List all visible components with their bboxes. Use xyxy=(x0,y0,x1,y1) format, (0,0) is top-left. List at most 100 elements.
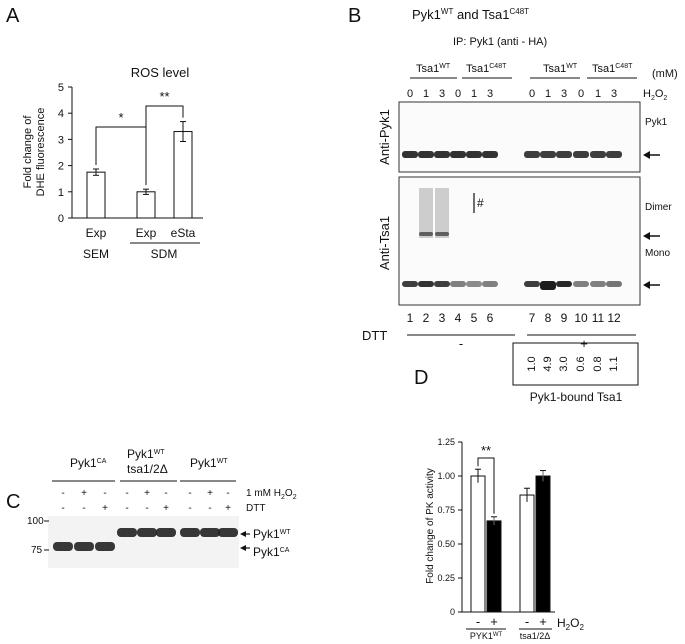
chart-d-bar xyxy=(470,475,486,613)
blot-c-row1-sign: - xyxy=(226,488,229,499)
chart-a-ylabel-line1: Fold change of xyxy=(22,115,34,189)
chart-d-category-2: tsa1/2Δ xyxy=(520,631,551,641)
blot-b-pyk1-membrane xyxy=(398,101,641,173)
panel-letter-b: B xyxy=(348,5,361,27)
blot-b-mono-band xyxy=(418,281,434,287)
blot-b-anti-tsa1-label: Anti-Tsa1 xyxy=(377,216,392,270)
blot-b-mono-band xyxy=(482,281,498,287)
chart-d-ylabel: Fold change of PK activity xyxy=(425,468,436,584)
blot-c-row2-sign: + xyxy=(225,503,231,514)
blot-c-row1-sign: - xyxy=(164,488,167,499)
blot-c-row2-sign: - xyxy=(188,503,191,514)
blot-b-mono-band xyxy=(466,281,482,287)
blot-c-band xyxy=(137,528,157,537)
blot-b-quant-caption: Pyk1-bound Tsa1 xyxy=(530,390,623,404)
chart-a-group-sem: SEM xyxy=(83,247,109,261)
blot-b-lane-number: 4 xyxy=(455,311,462,325)
blot-b-quant-value: 0.8 xyxy=(592,356,604,371)
blot-b-group-1: Tsa1WT xyxy=(416,63,451,75)
blot-c-group-3: Pyk1WT xyxy=(190,456,228,470)
blot-b-concentration: 0 xyxy=(455,88,461,100)
blot-b-dimer-band xyxy=(419,232,433,236)
blot-c-row2-sign: + xyxy=(102,503,108,514)
chart-d-bar xyxy=(519,494,535,613)
chart-d-plot: 00.250.500.751.001.25- + - +** xyxy=(437,437,555,629)
chart-a-sig-bracket xyxy=(95,126,147,186)
blot-b-mono-band xyxy=(606,281,622,287)
blot-b-mono-band xyxy=(556,281,572,287)
blot-b-pyk1-band xyxy=(418,151,434,158)
chart-a-bar xyxy=(136,191,156,219)
blot-c-row2-sign: - xyxy=(82,503,85,514)
blot-b-concentration: 1 xyxy=(423,88,429,100)
blot-c-treatment-signs: - + - - + - - + - - - + - - + - - + xyxy=(61,488,231,514)
chart-a-xtick-1: Exp xyxy=(136,226,157,240)
chart-d-ytick-label: 0.75 xyxy=(437,505,455,515)
chart-a-ytick-label: 4 xyxy=(58,108,64,120)
chart-d-sig-bracket xyxy=(477,457,495,514)
blot-c-row2-label: DTT xyxy=(246,503,265,514)
chart-a-ytick-label: 5 xyxy=(58,82,64,94)
blot-b-lane-number: 11 xyxy=(592,311,605,325)
blot-b-ip-label: IP: Pyk1 (anti - HA) xyxy=(453,36,547,48)
chart-d-ytick-label: 0 xyxy=(450,607,455,617)
chart-a-sig-label: * xyxy=(118,110,123,125)
blot-c-arrow-wt xyxy=(240,531,250,537)
blot-b-concentration: 3 xyxy=(439,88,445,100)
blot-b-bands xyxy=(402,151,622,290)
blot-c-band xyxy=(74,542,94,551)
blot-b-concentration: 1 xyxy=(545,88,551,100)
blot-b-hash-label: # xyxy=(477,196,484,210)
blot-b-concentration: 1 xyxy=(595,88,601,100)
blot-b-dimer-smear xyxy=(419,188,433,238)
blot-b-mono-band xyxy=(590,281,606,287)
blot-b-quant-value: 1.0 xyxy=(526,356,538,371)
blot-c-row2-sign: - xyxy=(125,503,128,514)
blot-b-pyk1-band xyxy=(573,151,589,158)
blot-b-anti-pyk1-label: Anti-Pyk1 xyxy=(377,109,392,165)
blot-b-concentration: 3 xyxy=(561,88,567,100)
blot-c-row1-label: 1 mM H2O2 xyxy=(246,488,297,501)
chart-d-x-sign: - xyxy=(476,614,480,629)
blot-b-group-3: Tsa1WT xyxy=(543,63,578,75)
blot-b-concentration: 3 xyxy=(611,88,617,100)
chart-d-category-1: PYK1WT xyxy=(470,631,503,641)
blot-c-group-2-line2: tsa1/2Δ xyxy=(127,462,168,476)
chart-d-bar xyxy=(486,520,502,613)
blot-c-row1-sign: - xyxy=(188,488,191,499)
blot-b-h2o2-label: H2O2 xyxy=(643,88,667,102)
blot-b-mono-band xyxy=(434,281,450,287)
blot-b-lane-number: 12 xyxy=(607,311,621,325)
chart-d-x-sign: + xyxy=(539,614,547,629)
panel-c: C Pyk1CA Pyk1WT tsa1/2Δ Pyk1WT - + - - + - - + -… xyxy=(6,447,297,568)
chart-a-bar xyxy=(173,131,193,219)
chart-a-xtick-0: Exp xyxy=(86,226,107,240)
chart-a-ytick-label: 3 xyxy=(58,134,64,146)
blot-c-row1-sign: - xyxy=(125,488,128,499)
blot-b-quant-value: 1.1 xyxy=(608,356,620,371)
panel-b: B Pyk1WT and Tsa1C48T IP: Pyk1 (anti - H… xyxy=(348,5,678,404)
chart-d-treatment-label: H2O2 xyxy=(557,616,584,632)
blot-b-pyk1-band xyxy=(540,151,556,158)
blot-b-concentration: 1 xyxy=(471,88,477,100)
blot-b-title: Pyk1WT and Tsa1C48T xyxy=(412,7,529,22)
blot-b-mono-label: Mono xyxy=(645,248,670,259)
blot-c-row1-sign: + xyxy=(144,488,150,499)
chart-d-ytick-label: 1.00 xyxy=(437,471,455,481)
blot-b-dimer-smear xyxy=(435,188,449,238)
chart-d-x-sign: + xyxy=(490,614,498,629)
blot-b-group-2: Tsa1C48T xyxy=(466,63,507,75)
chart-d-ytick-label: 1.25 xyxy=(437,437,455,447)
blot-c-row2-sign: - xyxy=(61,503,64,514)
blot-c-row2-sign: - xyxy=(208,503,211,514)
blot-c-mw-75: 75 xyxy=(31,545,43,556)
blot-b-lane-number: 1 xyxy=(407,311,414,325)
chart-a-title: ROS level xyxy=(131,65,190,80)
chart-a-ytick-label: 0 xyxy=(58,213,64,225)
blot-c-row2-sign: + xyxy=(163,503,169,514)
chart-a-xtick-2: eSta xyxy=(171,226,196,240)
blot-c-arrow-ca xyxy=(240,545,250,551)
